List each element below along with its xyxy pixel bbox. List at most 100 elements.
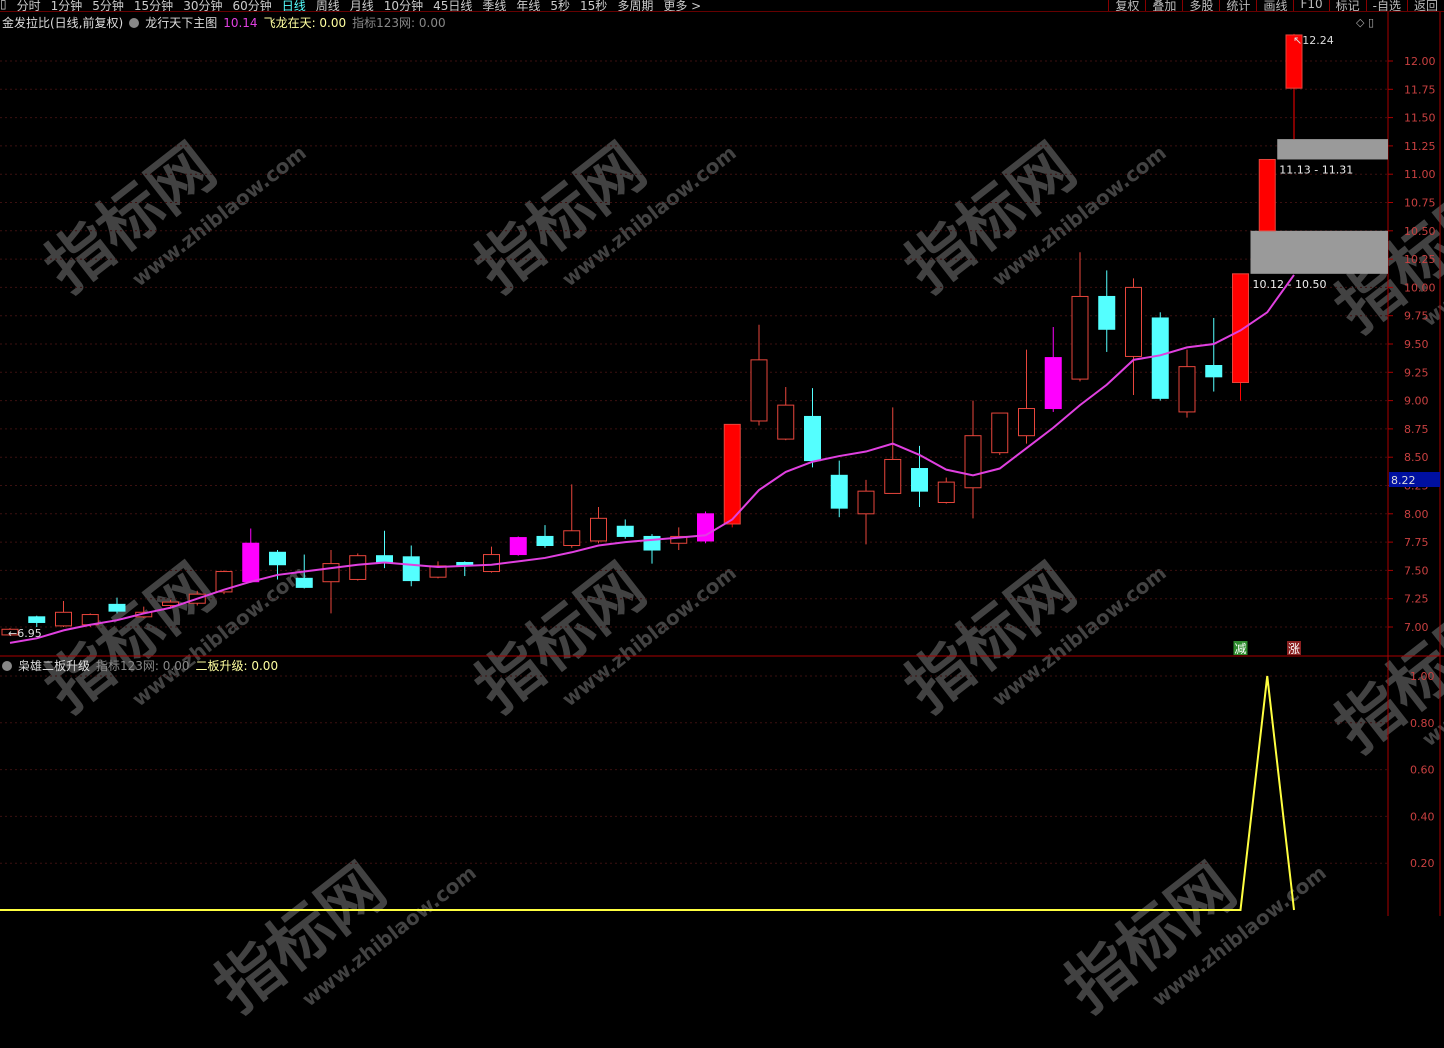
period-tab[interactable]: 月线 xyxy=(349,0,374,12)
indicator-line2: 指标123网: 0.00 xyxy=(352,16,446,30)
price-tick-label: 10.00 xyxy=(1404,281,1436,294)
candle xyxy=(349,555,367,580)
candle xyxy=(616,525,634,537)
period-tab[interactable]: 5秒 xyxy=(550,0,571,12)
main-chart-header: 金发拉比(日线,前复权) 龙行天下主图 10.14 飞龙在天: 0.00 指标1… xyxy=(2,14,446,31)
candle xyxy=(1205,365,1223,378)
low-price-label: ←6.95 xyxy=(8,627,42,640)
candle xyxy=(1125,286,1142,357)
toolbar-button[interactable]: -自选 xyxy=(1365,0,1407,11)
period-tab[interactable]: 60分钟 xyxy=(232,0,272,12)
menu-icon[interactable]: ▯ xyxy=(0,0,7,11)
indicator-name[interactable]: 龙行天下主图 xyxy=(145,16,218,30)
candle xyxy=(590,517,607,542)
toolbar-button[interactable]: 叠加 xyxy=(1145,0,1182,11)
period-tab[interactable]: 更多 > xyxy=(663,0,702,12)
candle xyxy=(536,535,554,546)
toolbar-button[interactable]: 标记 xyxy=(1328,0,1366,11)
candle xyxy=(670,535,688,544)
gap-label: 10.12 - 10.50 xyxy=(1253,278,1327,291)
indicator-line1: 飞龙在天: 0.00 xyxy=(263,16,347,30)
candle xyxy=(1018,408,1035,437)
price-tick-label: 10.75 xyxy=(1404,197,1436,210)
candle xyxy=(884,458,902,494)
candle xyxy=(322,563,340,583)
signal-marker-label: 减 xyxy=(1235,642,1247,656)
toolbar-button[interactable]: 返回 xyxy=(1406,0,1444,11)
price-tick-label: 11.00 xyxy=(1404,168,1436,181)
price-tick-label: 7.00 xyxy=(1404,621,1429,634)
gap-label: 11.13 - 11.31 xyxy=(1279,163,1353,176)
candle xyxy=(215,571,233,593)
candle xyxy=(804,415,821,462)
price-tick-label: 7.75 xyxy=(1404,536,1429,549)
candle xyxy=(830,474,848,509)
period-tab[interactable]: 分时 xyxy=(16,0,41,12)
signal-marker-label: 涨 xyxy=(1288,641,1300,656)
candle xyxy=(1044,357,1062,410)
high-price-label: ↖12.24 xyxy=(1293,34,1334,47)
price-tick-label: 10.50 xyxy=(1404,225,1436,238)
price-tick-label: 9.00 xyxy=(1404,395,1429,408)
sub-indicator-line xyxy=(0,675,1295,911)
price-tick-label: 9.50 xyxy=(1404,338,1429,351)
period-tab[interactable]: 日线 xyxy=(281,0,306,12)
candle xyxy=(1071,295,1089,380)
period-tab[interactable]: 15秒 xyxy=(580,0,608,12)
toolbar-button[interactable]: 多股 xyxy=(1182,0,1219,11)
period-tab[interactable]: 30分钟 xyxy=(183,0,223,12)
candle xyxy=(295,577,313,588)
kline-chart[interactable]: 12.00 11.75 11.50 11.25 11.00 10.75 10.50 10.25… xyxy=(0,0,1444,916)
candle xyxy=(1258,158,1276,232)
price-tick-label: 10.25 xyxy=(1404,253,1436,266)
toolbar-button[interactable]: 统计 xyxy=(1219,0,1256,11)
toolbar: ▯ 分时 1分钟 5分钟 15分钟 30分钟 60分钟 日线 周线 月线 10分钟 45日线 季线 年线 5… xyxy=(0,0,1444,12)
period-tab[interactable]: 周线 xyxy=(315,0,340,12)
candle xyxy=(108,603,126,612)
diamond-icon[interactable]: ◇ xyxy=(1355,16,1365,29)
candle xyxy=(911,468,928,492)
sub-tick-label: 0.40 xyxy=(1410,810,1435,823)
period-tab[interactable]: 5分钟 xyxy=(92,0,124,12)
current-price-label: 8.22 xyxy=(1391,474,1416,487)
sub-chart-header: 枭雄二板升级 指标123网: 0.00 二板升级: 0.00 xyxy=(2,657,278,674)
candle xyxy=(1232,273,1249,383)
candle xyxy=(777,404,795,440)
candle xyxy=(857,490,875,515)
candle xyxy=(162,601,179,606)
period-tab[interactable]: 季线 xyxy=(482,0,507,12)
sub-indicator-line2: 二板升级: 0.00 xyxy=(195,659,279,673)
gap-zone xyxy=(1250,230,1388,274)
price-tick-label: 7.25 xyxy=(1404,593,1429,606)
sub-indicator-line1: 指标123网: 0.00 xyxy=(96,659,190,673)
toolbar-button[interactable]: 画线 xyxy=(1256,0,1293,11)
candle xyxy=(1098,295,1116,330)
toolbar-button[interactable]: 复权 xyxy=(1108,0,1145,11)
candle xyxy=(429,565,447,578)
toolbar-button[interactable]: F10 xyxy=(1293,0,1328,11)
candle xyxy=(1285,34,1303,89)
price-tick-label: 8.50 xyxy=(1404,451,1429,464)
period-tab[interactable]: 多周期 xyxy=(617,0,654,12)
period-tab[interactable]: 年线 xyxy=(516,0,541,12)
indicator-settings-icon[interactable] xyxy=(2,660,12,671)
candle xyxy=(563,530,581,546)
price-tick-label: 11.25 xyxy=(1404,140,1436,153)
current-price-tag xyxy=(1389,472,1440,487)
sub-tick-label: 0.80 xyxy=(1410,717,1435,730)
candle xyxy=(242,542,260,583)
candle xyxy=(750,359,768,422)
period-tab[interactable]: 45日线 xyxy=(433,0,473,12)
panel-toggle-icon[interactable]: ▯ xyxy=(1367,16,1374,29)
stock-title[interactable]: 金发拉比(日线,前复权) xyxy=(2,16,124,30)
period-tab[interactable]: 15分钟 xyxy=(133,0,174,12)
panel-icons: ◇ ▯ xyxy=(1356,16,1374,29)
gap-zone xyxy=(1277,139,1388,160)
candle xyxy=(1178,366,1196,413)
sub-indicator-name[interactable]: 枭雄二板升级 xyxy=(18,659,91,673)
period-tab[interactable]: 1分钟 xyxy=(50,0,83,12)
candle xyxy=(402,556,420,582)
indicator-settings-icon[interactable] xyxy=(129,17,140,28)
period-tab[interactable]: 10分钟 xyxy=(383,0,424,12)
candle xyxy=(697,513,714,542)
